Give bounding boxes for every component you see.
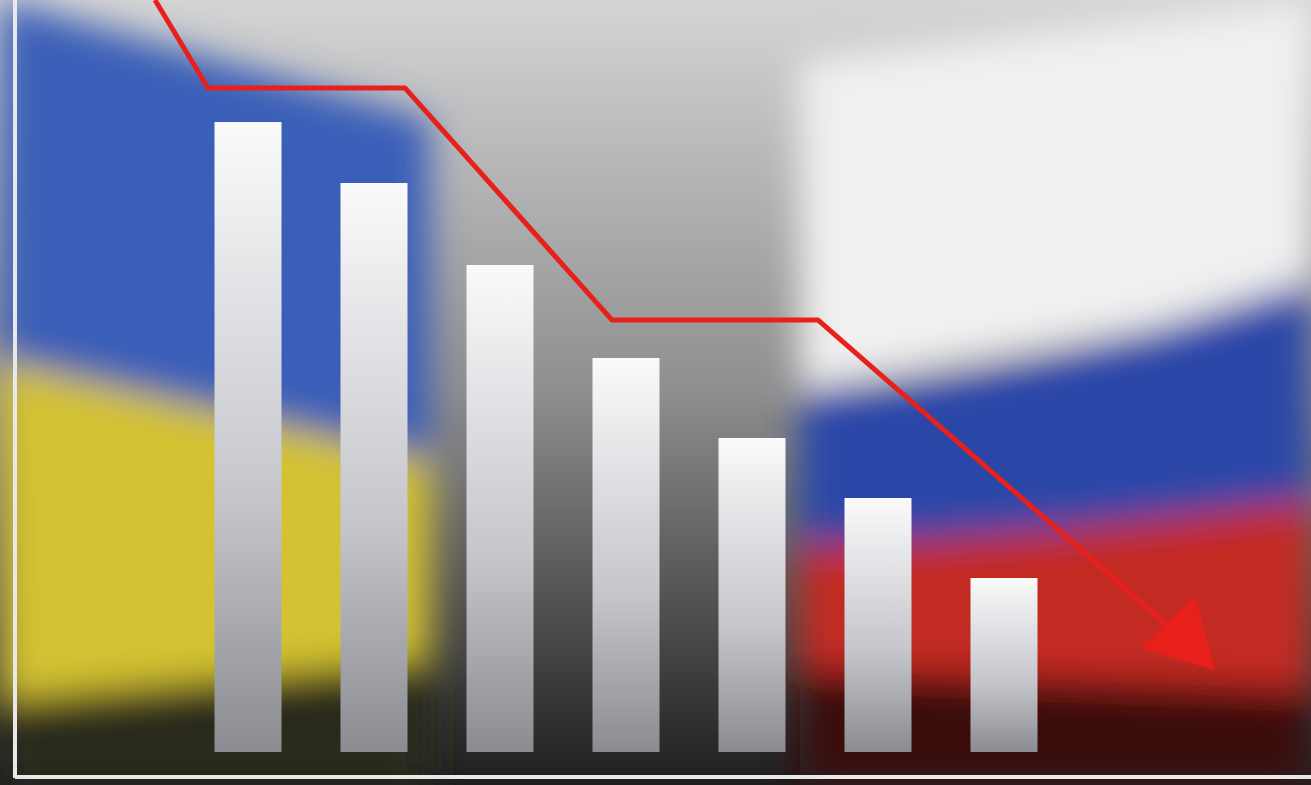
bar (592, 358, 660, 752)
bar (466, 265, 534, 752)
bar (340, 183, 408, 752)
bar (970, 578, 1038, 752)
bar (214, 122, 282, 752)
bars (214, 122, 1038, 752)
trend-arrow (152, 0, 1177, 634)
arrow-head (1140, 596, 1215, 670)
bar (844, 498, 912, 752)
bar (718, 438, 786, 752)
